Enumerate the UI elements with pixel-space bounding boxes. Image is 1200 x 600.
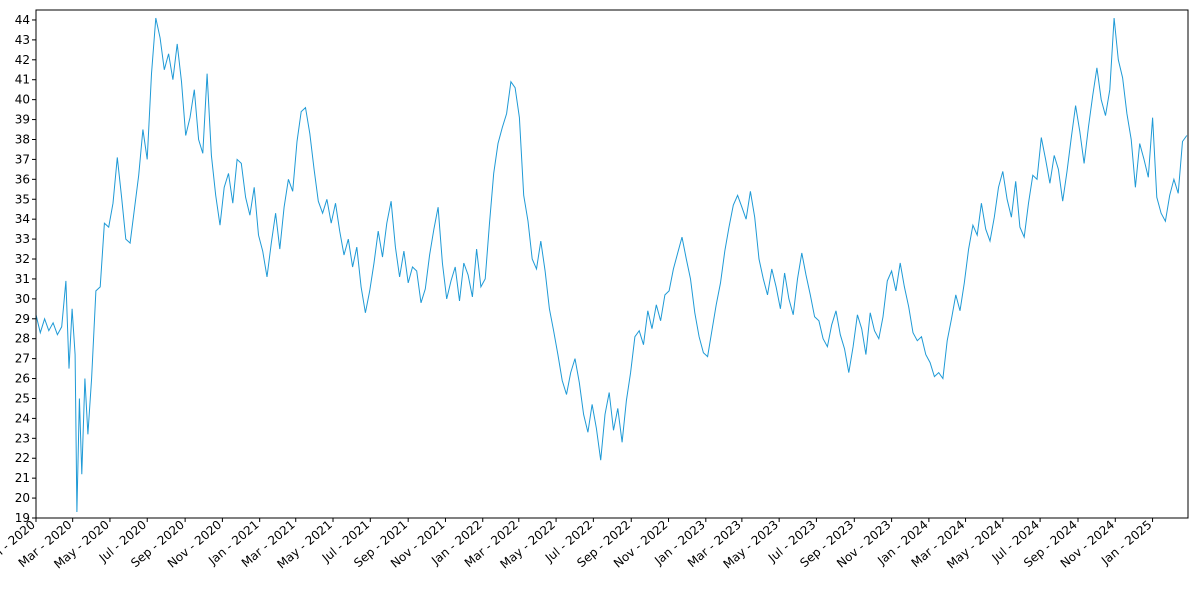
y-tick-label: 34 <box>15 212 30 226</box>
y-tick-label: 23 <box>15 431 30 445</box>
y-tick-label: 22 <box>15 451 30 465</box>
y-tick-label: 33 <box>15 232 30 246</box>
y-tick-label: 28 <box>15 332 30 346</box>
y-tick-label: 44 <box>15 13 30 27</box>
y-tick-label: 40 <box>15 93 30 107</box>
y-tick-label: 37 <box>15 152 30 166</box>
y-tick-label: 38 <box>15 132 30 146</box>
y-tick-label: 20 <box>15 491 30 505</box>
y-tick-label: 30 <box>15 292 30 306</box>
y-tick-label: 24 <box>15 411 30 425</box>
y-tick-label: 25 <box>15 391 30 405</box>
y-tick-label: 35 <box>15 192 30 206</box>
y-tick-label: 21 <box>15 471 30 485</box>
y-tick-label: 41 <box>15 73 30 87</box>
y-tick-label: 31 <box>15 272 30 286</box>
y-tick-label: 27 <box>15 352 30 366</box>
y-tick-label: 39 <box>15 113 30 127</box>
y-tick-label: 32 <box>15 252 30 266</box>
plot-frame <box>35 9 1189 519</box>
y-tick-label: 43 <box>15 33 30 47</box>
y-axis: 19 20 21 22 23 24 25 26 27 28 29 30 31 32 33 34 35 36 37 38… <box>15 13 36 525</box>
y-tick-label: 29 <box>15 312 30 326</box>
y-tick-label: 19 <box>15 511 30 525</box>
y-tick-label: 42 <box>15 53 30 67</box>
y-tick-label: 26 <box>15 372 30 386</box>
series-line <box>35 17 1188 513</box>
plot-background <box>36 10 1188 518</box>
y-tick-label: 36 <box>15 172 30 186</box>
